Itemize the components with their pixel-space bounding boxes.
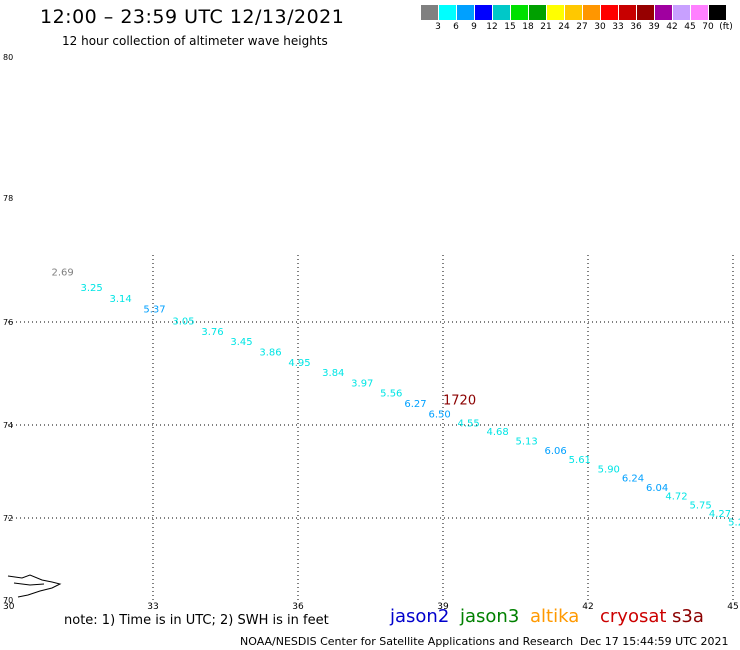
lat-tick-label: 74 xyxy=(3,421,13,430)
legend-swatch xyxy=(421,5,439,20)
legend-label: 33 xyxy=(612,22,624,32)
legend-swatch xyxy=(637,5,655,20)
legend-label: 6 xyxy=(453,22,459,32)
page-subtitle: 12 hour collection of altimeter wave hei… xyxy=(62,34,328,48)
legend-swatch xyxy=(709,5,727,20)
legend-label: 36 xyxy=(630,22,642,32)
credit-text: NOAA/NESDIS Center for Satellite Applica… xyxy=(240,635,574,648)
lat-tick-label: 72 xyxy=(3,514,13,523)
legend-label: 27 xyxy=(576,22,588,32)
legend-swatch xyxy=(475,5,493,20)
legend-label: 70 xyxy=(702,22,714,32)
wave-height-label: 5.75 xyxy=(690,501,712,512)
wave-height-label: 4.55 xyxy=(458,418,480,429)
legend-swatch xyxy=(673,5,691,20)
wave-height-label: 4.72 xyxy=(665,491,687,502)
lat-tick-label: 70 xyxy=(3,596,13,605)
legend-swatch xyxy=(529,5,547,20)
satellite-label-jason2: jason2 xyxy=(390,606,450,627)
wave-height-label: 5.90 xyxy=(598,464,620,475)
legend-label: 12 xyxy=(486,22,498,32)
lat-tick-label: 78 xyxy=(3,194,13,203)
wave-height-label: 5.56 xyxy=(380,389,402,400)
wave-height-label: 3.14 xyxy=(110,294,132,305)
wave-height-label: 3.84 xyxy=(322,368,344,379)
lat-tick-label: 76 xyxy=(3,318,13,327)
wave-height-label: 5.20 xyxy=(728,517,740,528)
legend-swatch xyxy=(439,5,457,20)
coastline xyxy=(7,574,62,598)
pass-time-label: 1720 xyxy=(443,393,476,408)
wave-height-label: 3.05 xyxy=(172,317,194,328)
satellite-label-s3a: s3a xyxy=(672,606,704,627)
legend-label: 24 xyxy=(558,22,570,32)
lon-tick-label: 30 xyxy=(3,602,15,612)
lon-tick-label: 33 xyxy=(147,602,158,612)
wave-height-label: 3.45 xyxy=(230,337,252,348)
legend-swatch xyxy=(547,5,565,20)
lat-tick-label: 80 xyxy=(3,53,13,62)
wave-height-label: 4.95 xyxy=(288,358,310,369)
color-scale-labels: 3 6 9 12 15 18 21 24 27 30 33 36 39 42 45 70 (ft) xyxy=(421,22,740,34)
legend-label: 42 xyxy=(666,22,678,32)
legend-swatch xyxy=(601,5,619,20)
legend-swatch xyxy=(655,5,673,20)
wave-height-label: 3.86 xyxy=(259,347,281,358)
legend-label: (ft) xyxy=(719,22,733,32)
wave-height-label: 5.13 xyxy=(516,437,538,448)
legend-swatch xyxy=(565,5,583,20)
wave-height-label: 5.61 xyxy=(569,455,591,466)
wave-height-label: 2.69 xyxy=(52,268,74,279)
color-scale-legend xyxy=(421,5,727,20)
satellite-label-altika: altika xyxy=(530,606,580,627)
wave-height-label: 3.76 xyxy=(201,327,223,338)
legend-swatch xyxy=(457,5,475,20)
lon-tick-label: 36 xyxy=(292,602,304,612)
legend-label: 45 xyxy=(684,22,696,32)
legend-label: 18 xyxy=(522,22,534,32)
legend-swatch xyxy=(511,5,529,20)
satellite-label-jason3: jason3 xyxy=(460,606,520,627)
wave-height-label: 6.24 xyxy=(622,474,644,485)
wave-height-label: 4.68 xyxy=(487,427,509,438)
legend-swatch xyxy=(691,5,709,20)
satellite-label-cryosat: cryosat xyxy=(600,606,667,627)
wave-height-label: 6.27 xyxy=(404,399,426,410)
page-title: 12:00 – 23:59 UTC 12/13/2021 xyxy=(40,6,345,28)
lon-tick-label: 45 xyxy=(727,602,738,612)
legend-label: 15 xyxy=(504,22,516,32)
wave-height-label: 4.27 xyxy=(709,509,731,520)
wave-height-label: 6.04 xyxy=(646,483,668,494)
legend-label: 3 xyxy=(435,22,441,32)
legend-label: 21 xyxy=(540,22,552,32)
legend-label: 30 xyxy=(594,22,606,32)
wave-height-label: 6.50 xyxy=(429,409,451,420)
legend-swatch xyxy=(583,5,601,20)
wave-height-label: 5.37 xyxy=(143,305,165,316)
legend-label: 9 xyxy=(471,22,477,32)
legend-swatch xyxy=(493,5,511,20)
wave-height-label: 6.06 xyxy=(545,446,567,457)
wave-height-label: 3.97 xyxy=(351,378,373,389)
generated-timestamp: Dec 17 15:44:59 UTC 2021 xyxy=(580,635,729,648)
legend-swatch xyxy=(619,5,637,20)
lon-tick-label: 39 xyxy=(437,602,449,612)
footer-note: note: 1) Time is in UTC; 2) SWH is in fe… xyxy=(64,613,329,628)
legend-label: 39 xyxy=(648,22,660,32)
wave-height-label: 3.25 xyxy=(81,283,103,294)
lon-tick-label: 42 xyxy=(582,602,593,612)
